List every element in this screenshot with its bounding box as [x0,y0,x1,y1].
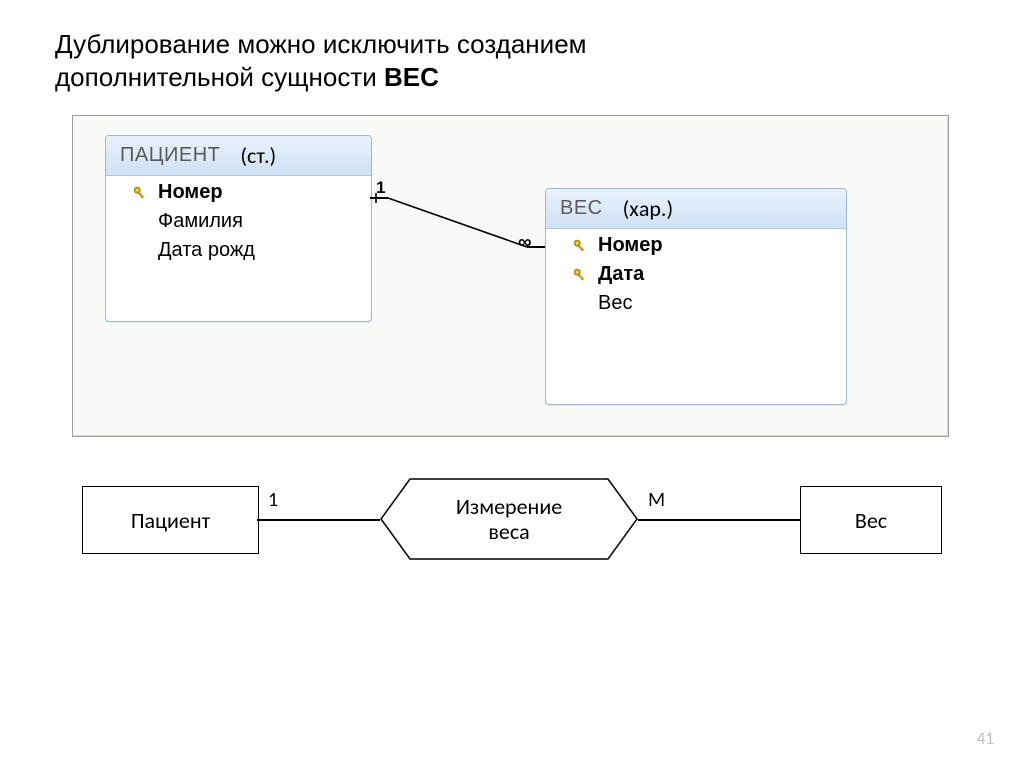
field-row: Вес [546,289,846,318]
er-entity-patient-label: Пациент [131,507,210,534]
key-icon [572,239,588,253]
field-label: Номер [598,234,663,257]
field-row: Фамилия [106,207,371,236]
cardinality-one: 1 [376,178,385,198]
er-cardinality-right: М [648,488,665,512]
slide-heading: Дублирование можно исключить созданием д… [55,28,935,95]
entity-patient-note: (ст.) [240,142,276,169]
entity-patient-title: ПАЦИЕНТ [120,144,220,167]
field-label: Дата [598,263,644,286]
entity-patient-fields: Номер Фамилия Дата рожд [106,176,371,267]
er-relationship-label-2: веса [488,518,529,545]
field-label: Номер [158,181,223,204]
entity-weight-title: ВЕС [560,197,603,220]
field-label: Вес [598,292,632,315]
entity-weight-note: (хар.) [623,195,674,222]
field-label: Дата рожд [158,239,255,262]
er-relationship-label-1: Измерение [456,493,562,520]
slide-number: 41 [977,728,994,749]
er-connector-left [257,519,380,521]
er-connector-right [638,519,800,521]
heading-line2-pre: дополнительной сущности [55,62,384,92]
field-row: Номер [546,231,846,260]
er-entity-weight: Вес [800,486,942,554]
field-label: Фамилия [158,210,243,233]
entity-weight-fields: Номер Дата Вес [546,229,846,320]
key-icon [572,268,588,282]
er-entity-weight-label: Вес [855,507,887,534]
key-icon [132,186,148,200]
er-cardinality-left: 1 [268,488,278,512]
entity-patient-header: ПАЦИЕНТ (ст.) [106,136,371,176]
heading-line2-bold: ВЕС [384,62,439,92]
field-row: Дата рожд [106,236,371,265]
entity-weight-header: ВЕС (хар.) [546,189,846,229]
field-row: Номер [106,178,371,207]
er-relationship: Измерение веса [380,478,638,560]
entity-weight: ВЕС (хар.) Номер Дата Вес [545,188,847,405]
entity-patient: ПАЦИЕНТ (ст.) Номер Фамилия Дата рожд [105,135,372,322]
er-entity-patient: Пациент [82,486,259,554]
cardinality-many: ∞ [518,232,532,254]
heading-line1: Дублирование можно исключить созданием [55,29,587,59]
field-row: Дата [546,260,846,289]
